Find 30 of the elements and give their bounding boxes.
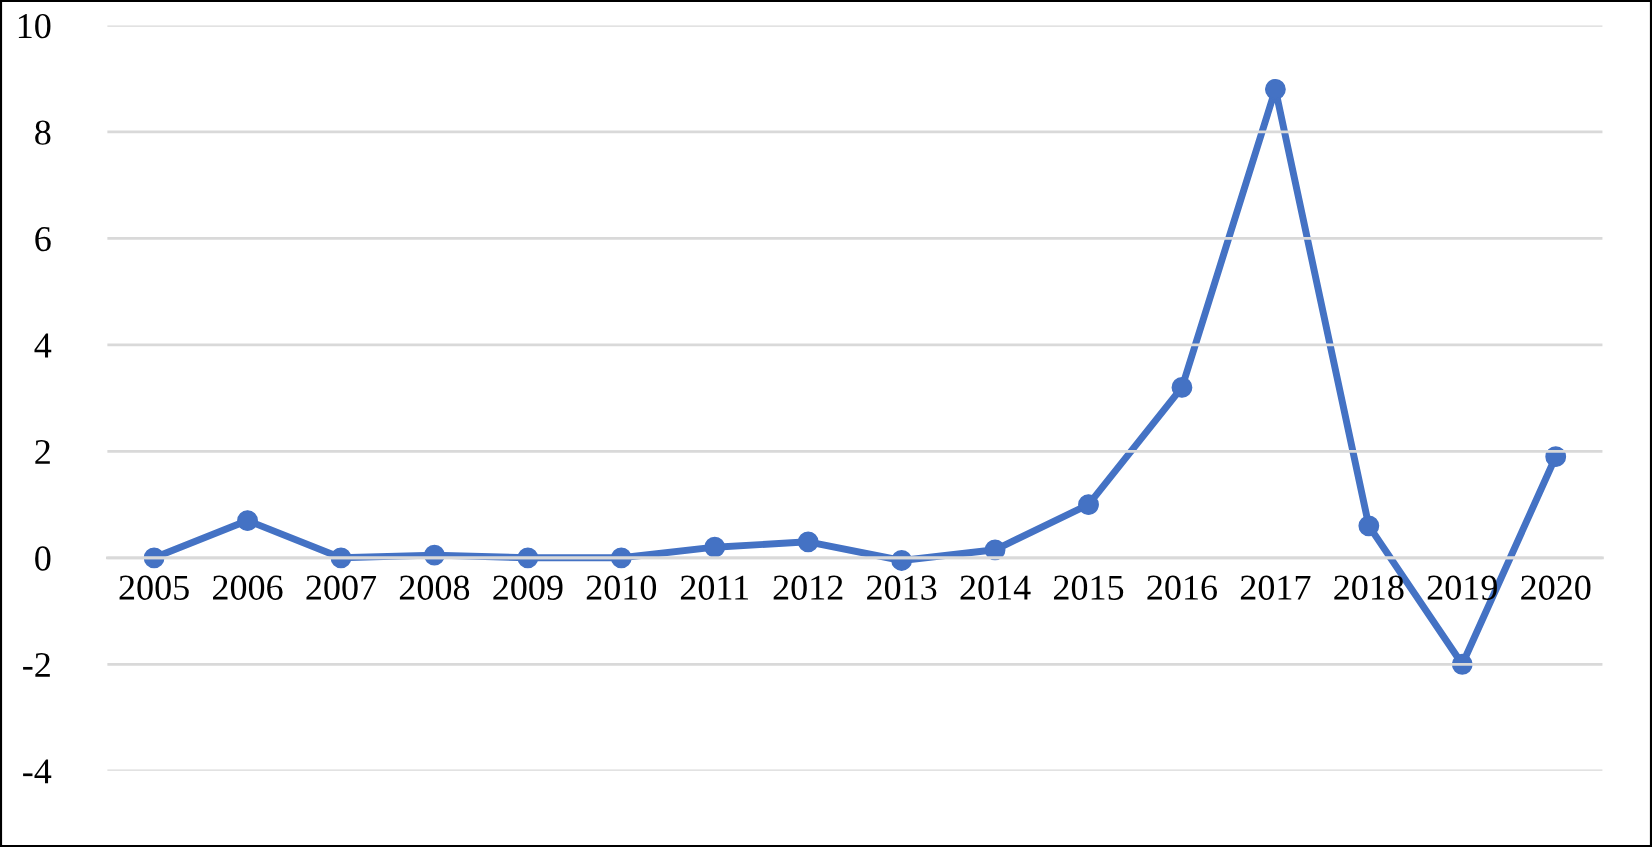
point bbox=[237, 510, 258, 531]
y-tick-label: 6 bbox=[35, 226, 51, 252]
y-tick-label: -2 bbox=[23, 652, 50, 677]
x-tick-label: 2009 bbox=[493, 575, 563, 600]
point bbox=[1171, 377, 1193, 398]
x-tick-label: 2010 bbox=[586, 575, 657, 600]
x-tick-label: 2006 bbox=[213, 575, 283, 600]
x-tick-label: 2020 bbox=[1521, 575, 1591, 600]
point bbox=[704, 536, 726, 558]
y-tick-label: 0 bbox=[35, 546, 51, 571]
x-tick-label: 2014 bbox=[960, 575, 1031, 600]
point bbox=[1078, 494, 1099, 515]
x-tick-label: 2005 bbox=[119, 575, 189, 600]
point bbox=[797, 531, 819, 553]
point bbox=[1358, 515, 1380, 537]
x-tick-label: 2011 bbox=[680, 575, 749, 600]
x-tick-label: 2018 bbox=[1334, 575, 1404, 600]
x-tick-label: 2008 bbox=[399, 575, 470, 600]
x-tick-label: 2012 bbox=[773, 575, 843, 600]
y-tick-label: 10 bbox=[18, 13, 51, 39]
point bbox=[1264, 78, 1286, 100]
y-tick-label: -4 bbox=[23, 759, 52, 784]
x-tick-label: 2017 bbox=[1240, 575, 1311, 600]
y-tick-label: 8 bbox=[35, 120, 51, 145]
y-tick-label: 4 bbox=[34, 333, 52, 358]
x-tick-label: 2013 bbox=[867, 575, 937, 600]
x-tick-label: 2016 bbox=[1147, 575, 1217, 600]
x-tick-label: 2007 bbox=[306, 575, 377, 600]
x-tick-label: 2015 bbox=[1053, 575, 1124, 600]
y-tick-label: 2 bbox=[35, 439, 50, 464]
